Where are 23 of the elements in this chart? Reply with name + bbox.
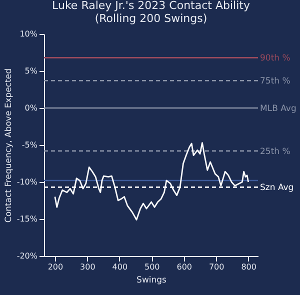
ref-line-label: 90th %	[260, 54, 290, 64]
y-tick-label: -15%	[16, 214, 38, 224]
x-tick-label: 600	[176, 262, 192, 272]
y-tick-label: -10%	[16, 178, 38, 186]
ref-line-label: 75th %	[260, 76, 290, 87]
y-tick-label: 5%	[24, 66, 38, 76]
chart-title: Luke Raley Jr.'s 2023 Contact Ability	[52, 0, 250, 12]
y-tick-label: 10%	[20, 30, 38, 38]
ref-line-label: Szn Avg	[260, 183, 294, 194]
ref-line-label: MLB Avg	[260, 104, 296, 114]
y-tick-label: -5%	[22, 140, 38, 150]
x-tick-label: 200	[48, 262, 64, 272]
y-axis-title: Contact Frequency, Above Expected	[4, 68, 14, 223]
x-tick-label: 700	[208, 262, 224, 272]
y-tick-label: -20%	[16, 252, 38, 260]
y-tick-label: 0%	[24, 104, 38, 112]
x-tick-label: 800	[241, 262, 256, 272]
ref-line-label: 25th %	[260, 146, 290, 157]
chart-subtitle: (Rolling 200 Swings)	[94, 12, 208, 25]
x-tick-label: 300	[80, 262, 96, 272]
x-tick-label: 400	[112, 262, 128, 272]
x-axis-title: Swings	[136, 276, 168, 286]
x-tick-label: 500	[144, 262, 160, 272]
